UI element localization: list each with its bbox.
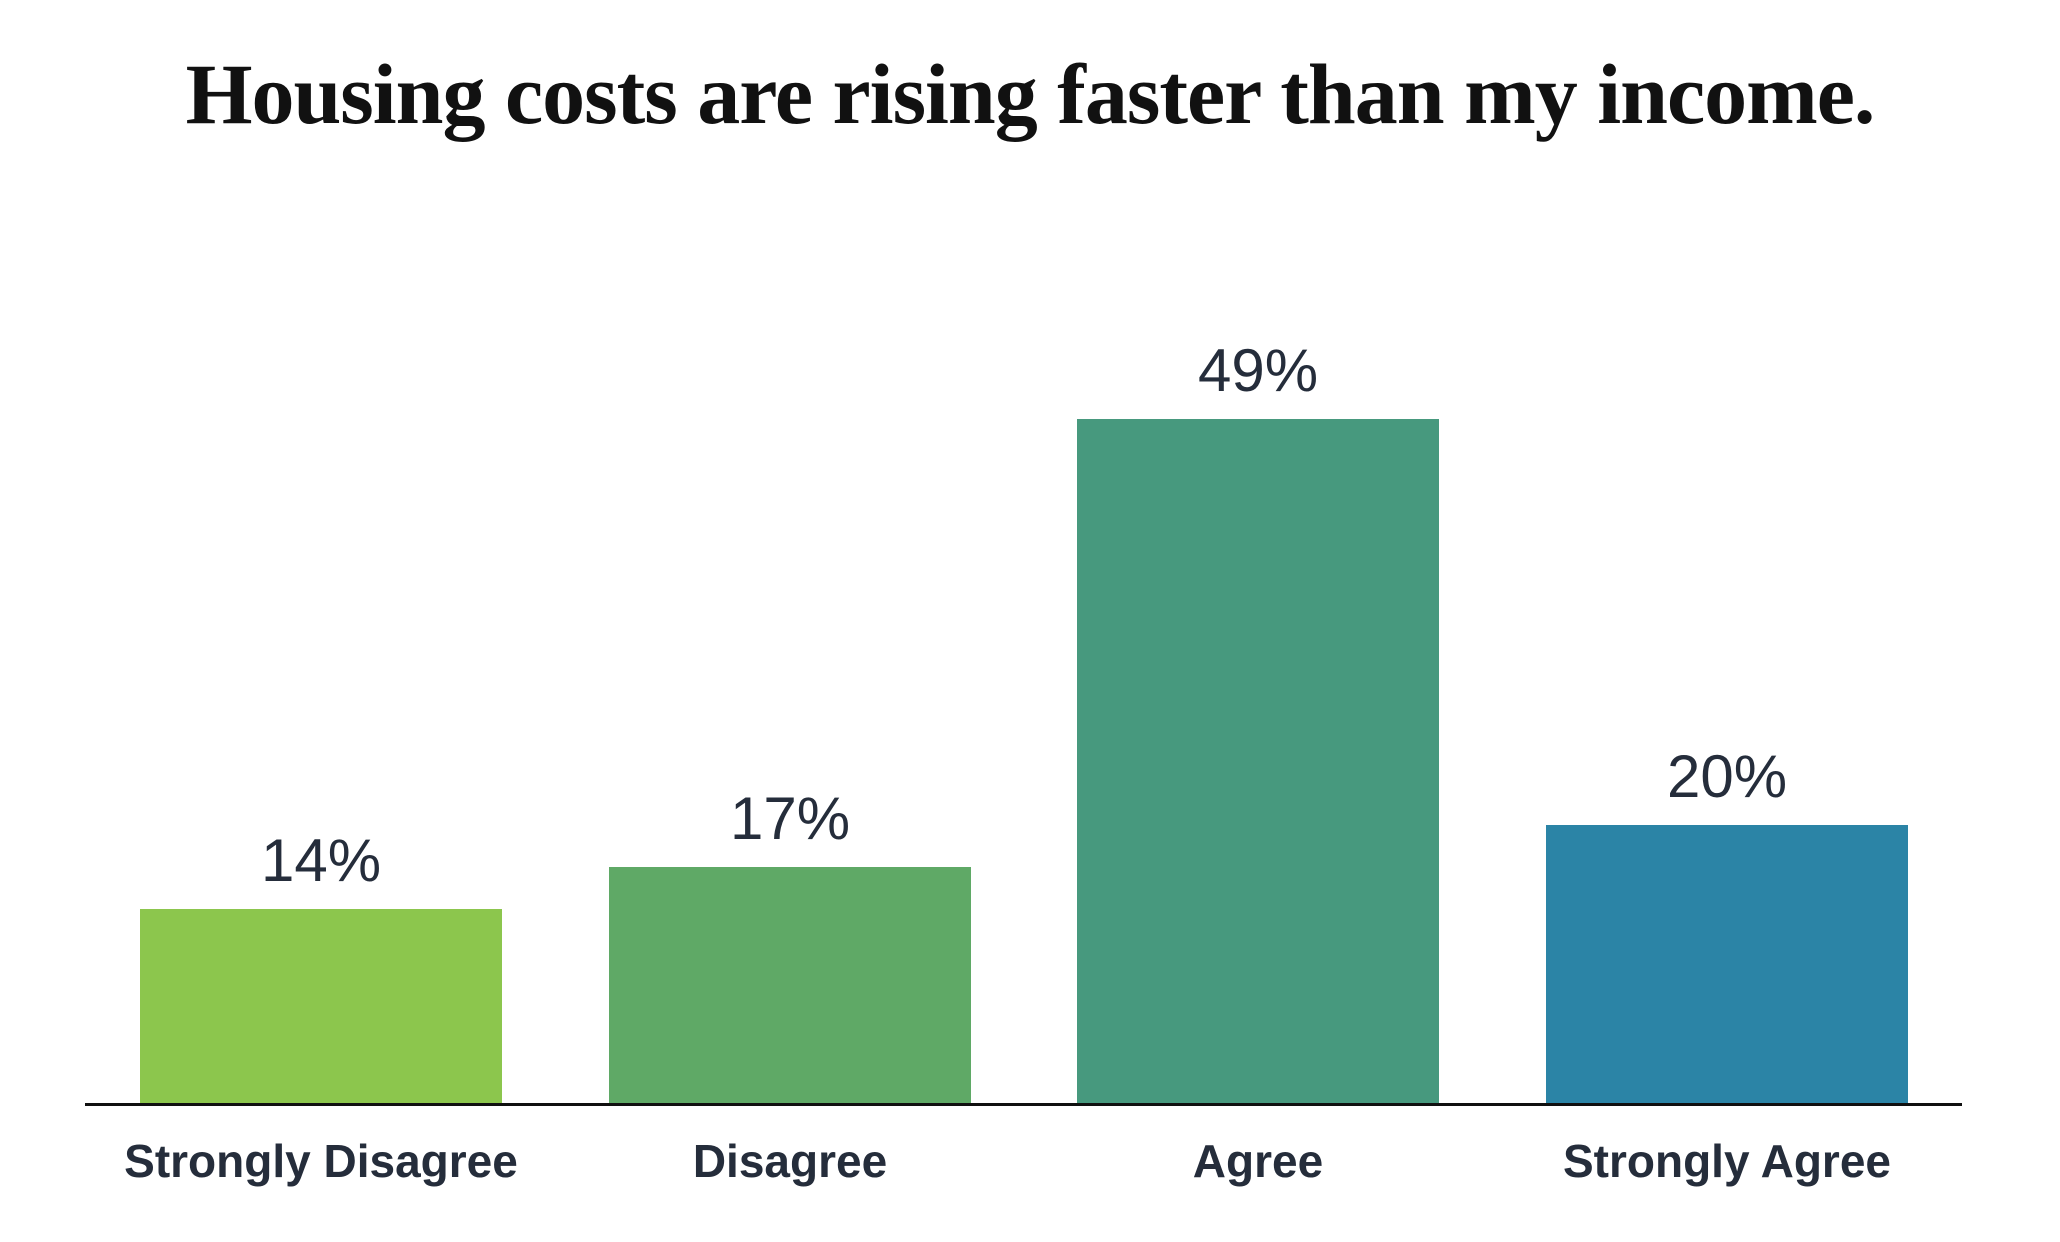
x-axis-line xyxy=(85,1103,1962,1106)
bar-value-label: 14% xyxy=(260,827,382,894)
bar xyxy=(140,909,502,1105)
category-label: Strongly Disagree xyxy=(124,1135,518,1187)
chart-title: Housing costs are rising faster than my … xyxy=(185,46,1876,142)
category-label: Disagree xyxy=(692,1135,888,1187)
bar-value-label: 49% xyxy=(1197,337,1319,404)
category-label: Agree xyxy=(1192,1135,1324,1187)
category-label: Strongly Agree xyxy=(1562,1135,1892,1187)
bar xyxy=(1077,419,1439,1105)
bar-value-label: 20% xyxy=(1666,743,1788,810)
bar xyxy=(609,867,971,1105)
bar xyxy=(1546,825,1908,1105)
bar-value-label: 17% xyxy=(729,785,851,852)
